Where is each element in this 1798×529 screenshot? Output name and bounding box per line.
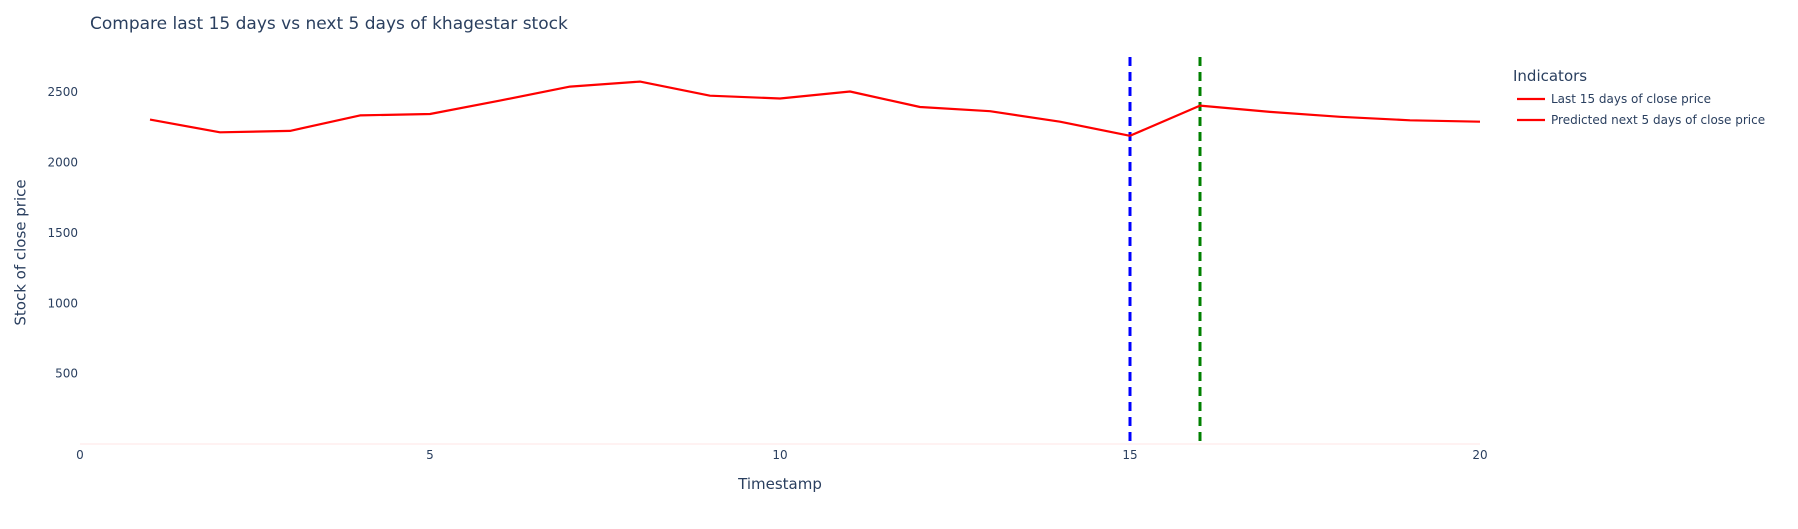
- legend-title: Indicators: [1513, 67, 1587, 85]
- x-tick-label: 5: [426, 448, 434, 462]
- x-tick-label: 15: [1122, 448, 1137, 462]
- chart-title: Compare last 15 days vs next 5 days of k…: [90, 14, 568, 34]
- y-tick-label: 2000: [47, 156, 78, 170]
- y-axis-title: Stock of close price: [11, 179, 29, 325]
- y-tick-label: 2500: [47, 85, 78, 99]
- y-tick-label: 1500: [47, 226, 78, 240]
- x-tick-label: 10: [772, 448, 787, 462]
- series-line-2: [1129, 104, 1481, 137]
- legend-item-label[interactable]: Predicted next 5 days of close price: [1551, 113, 1765, 127]
- legend-item-label[interactable]: Last 15 days of close price: [1551, 92, 1711, 106]
- x-axis-title: Timestamp: [737, 475, 822, 493]
- y-tick-label: 500: [55, 367, 78, 381]
- x-tick-label: 20: [1472, 448, 1487, 462]
- legend[interactable]: Indicators Last 15 days of close price Pr…: [1513, 67, 1765, 127]
- x-tick-label: 0: [76, 448, 84, 462]
- series-line-1: [149, 80, 1131, 137]
- y-tick-label: 1000: [47, 296, 78, 310]
- plot-area: 0 5 10 15 20 500 1000 1500 2000 2500: [47, 57, 1488, 462]
